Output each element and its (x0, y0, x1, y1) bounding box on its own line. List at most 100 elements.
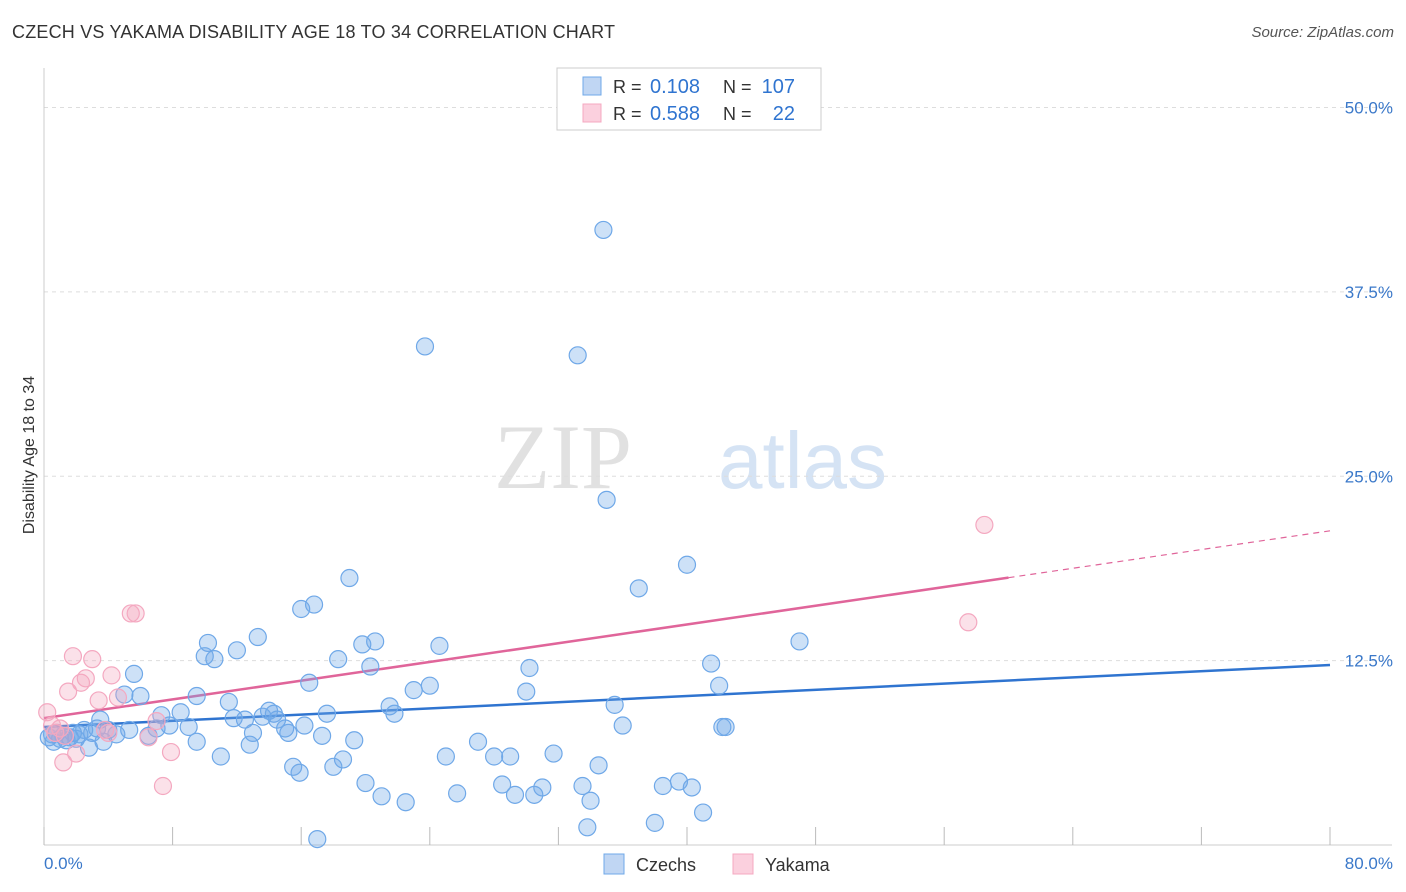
point-yakama (975, 515, 994, 535)
point-czechs (485, 747, 504, 766)
point-yakama (59, 682, 78, 701)
point-czechs (385, 704, 404, 723)
point-czechs (366, 632, 385, 651)
legend-n-label: N = (723, 77, 752, 97)
point-czechs (264, 704, 283, 723)
point-czechs (340, 568, 359, 588)
legend-n-value: 22 (773, 103, 795, 125)
point-czechs (568, 346, 587, 365)
point-czechs (248, 627, 267, 647)
point-czechs (493, 775, 512, 794)
source-credit: Source: ZipAtlas.com (1251, 24, 1394, 41)
point-yakama (102, 666, 121, 685)
point-czechs (372, 787, 391, 806)
point-czechs (345, 731, 364, 750)
point-czechs (613, 716, 632, 735)
point-czechs (324, 757, 343, 776)
point-yakama (108, 688, 128, 707)
point-yakama (99, 723, 118, 743)
point-yakama (54, 753, 73, 772)
y-tick-labels: 12.5% 25.0% 37.5% 50.0% (1345, 99, 1393, 671)
point-czechs (533, 778, 552, 797)
point-czechs (682, 778, 701, 797)
watermark-zip: ZIP (494, 406, 632, 508)
point-yakama (89, 691, 108, 710)
point-czechs (790, 632, 809, 651)
y-tick-label: 25.0% (1345, 467, 1393, 486)
point-yakama (121, 604, 140, 623)
point-czechs (430, 636, 449, 655)
legend-n-value: 107 (762, 76, 795, 98)
legend-swatch-yakama (732, 853, 754, 875)
point-czechs (517, 682, 536, 701)
point-czechs (594, 220, 613, 240)
point-czechs (211, 747, 230, 766)
axes (43, 68, 1392, 846)
point-czechs (227, 641, 246, 660)
point-czechs (396, 793, 415, 812)
point-czechs (361, 657, 380, 676)
point-czechs (205, 650, 224, 669)
point-czechs (312, 726, 332, 745)
y-axis-label: Disability Age 18 to 34 (21, 376, 38, 534)
point-yakama (959, 613, 978, 632)
point-czechs (292, 599, 311, 619)
point-czechs (573, 776, 592, 796)
y-tick-label: 37.5% (1345, 283, 1393, 302)
point-czechs (520, 658, 539, 678)
point-czechs (597, 490, 616, 509)
legend-label-yakama: Yakama (765, 855, 831, 875)
legend-label-czechs: Czechs (636, 855, 696, 875)
point-yakama (55, 726, 74, 745)
point-czechs (171, 703, 190, 722)
chart-title: CZECH VS YAKAMA DISABILITY AGE 18 TO 34 … (12, 22, 616, 42)
point-yakama (153, 776, 173, 796)
point-czechs (653, 776, 672, 796)
legend-swatch-czechs (603, 853, 625, 875)
point-czechs (187, 686, 206, 706)
point-yakama (139, 728, 158, 747)
point-czechs (308, 829, 327, 849)
legend-stats: R = 0.108 N = 107 R = 0.588 N = 22 (556, 67, 822, 131)
legend-series: Czechs Yakama (603, 853, 831, 875)
point-czechs (300, 673, 319, 692)
point-czechs (295, 716, 314, 735)
trend-line-czechs (43, 663, 1331, 729)
point-czechs (235, 710, 255, 729)
point-czechs (120, 720, 139, 740)
legend-n-label: N = (723, 104, 752, 124)
point-yakama (95, 720, 115, 740)
point-czechs (436, 747, 455, 766)
point-czechs (702, 654, 721, 673)
point-czechs (329, 650, 348, 669)
point-czechs (131, 686, 150, 706)
point-czechs (501, 747, 520, 766)
point-czechs (290, 763, 309, 782)
point-yakama (76, 669, 95, 688)
point-yakama (63, 647, 83, 666)
point-czechs (645, 813, 664, 832)
point-yakama (83, 650, 102, 669)
point-czechs (404, 681, 423, 700)
point-czechs (589, 756, 608, 775)
trend-line-yakama-dashed (1008, 530, 1331, 579)
watermark-atlas: atlas (718, 416, 887, 505)
point-czechs (240, 735, 259, 754)
point-czechs (710, 676, 729, 695)
y-tick-label: 50.0% (1345, 99, 1393, 118)
point-czechs (693, 803, 713, 822)
point-czechs (420, 676, 439, 695)
legend-r-value: 0.588 (650, 103, 700, 125)
point-czechs (544, 744, 563, 763)
point-czechs (505, 785, 525, 804)
point-czechs (415, 337, 435, 356)
legend-r-value: 0.108 (650, 76, 700, 98)
point-yakama (67, 744, 86, 763)
legend-swatch-czechs (582, 76, 602, 96)
point-yakama (161, 742, 181, 762)
legend-swatch-yakama (582, 103, 602, 123)
point-czechs (716, 717, 735, 737)
point-czechs (356, 773, 375, 793)
point-yakama (126, 604, 145, 623)
